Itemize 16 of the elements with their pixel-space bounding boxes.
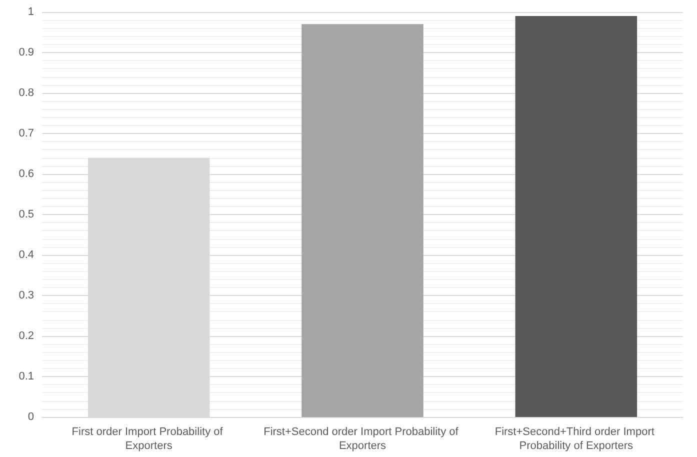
bar	[515, 16, 638, 417]
x-tick-label: First+Second+Third order Import Probability of Exporters	[494, 426, 658, 452]
bar	[302, 24, 424, 417]
y-tick-label: 0.9	[18, 46, 34, 58]
y-tick-label: 0.3	[18, 290, 34, 302]
x-tick-label: First order Import Probability of Exporters	[72, 426, 226, 452]
y-tick-label: 0	[28, 411, 34, 423]
y-tick-label: 0.1	[18, 370, 34, 382]
x-tick-label: First+Second order Import Probability of Exporters	[264, 426, 462, 452]
y-tick-label: 0.2	[18, 330, 34, 342]
y-tick-label: 0.4	[18, 249, 34, 261]
y-tick-label: 0.8	[18, 87, 34, 99]
y-tick-label: 0.5	[18, 208, 34, 220]
y-tick-label: 0.7	[18, 128, 34, 140]
y-tick-label: 1	[28, 6, 34, 18]
y-tick-label: 0.6	[18, 168, 34, 180]
